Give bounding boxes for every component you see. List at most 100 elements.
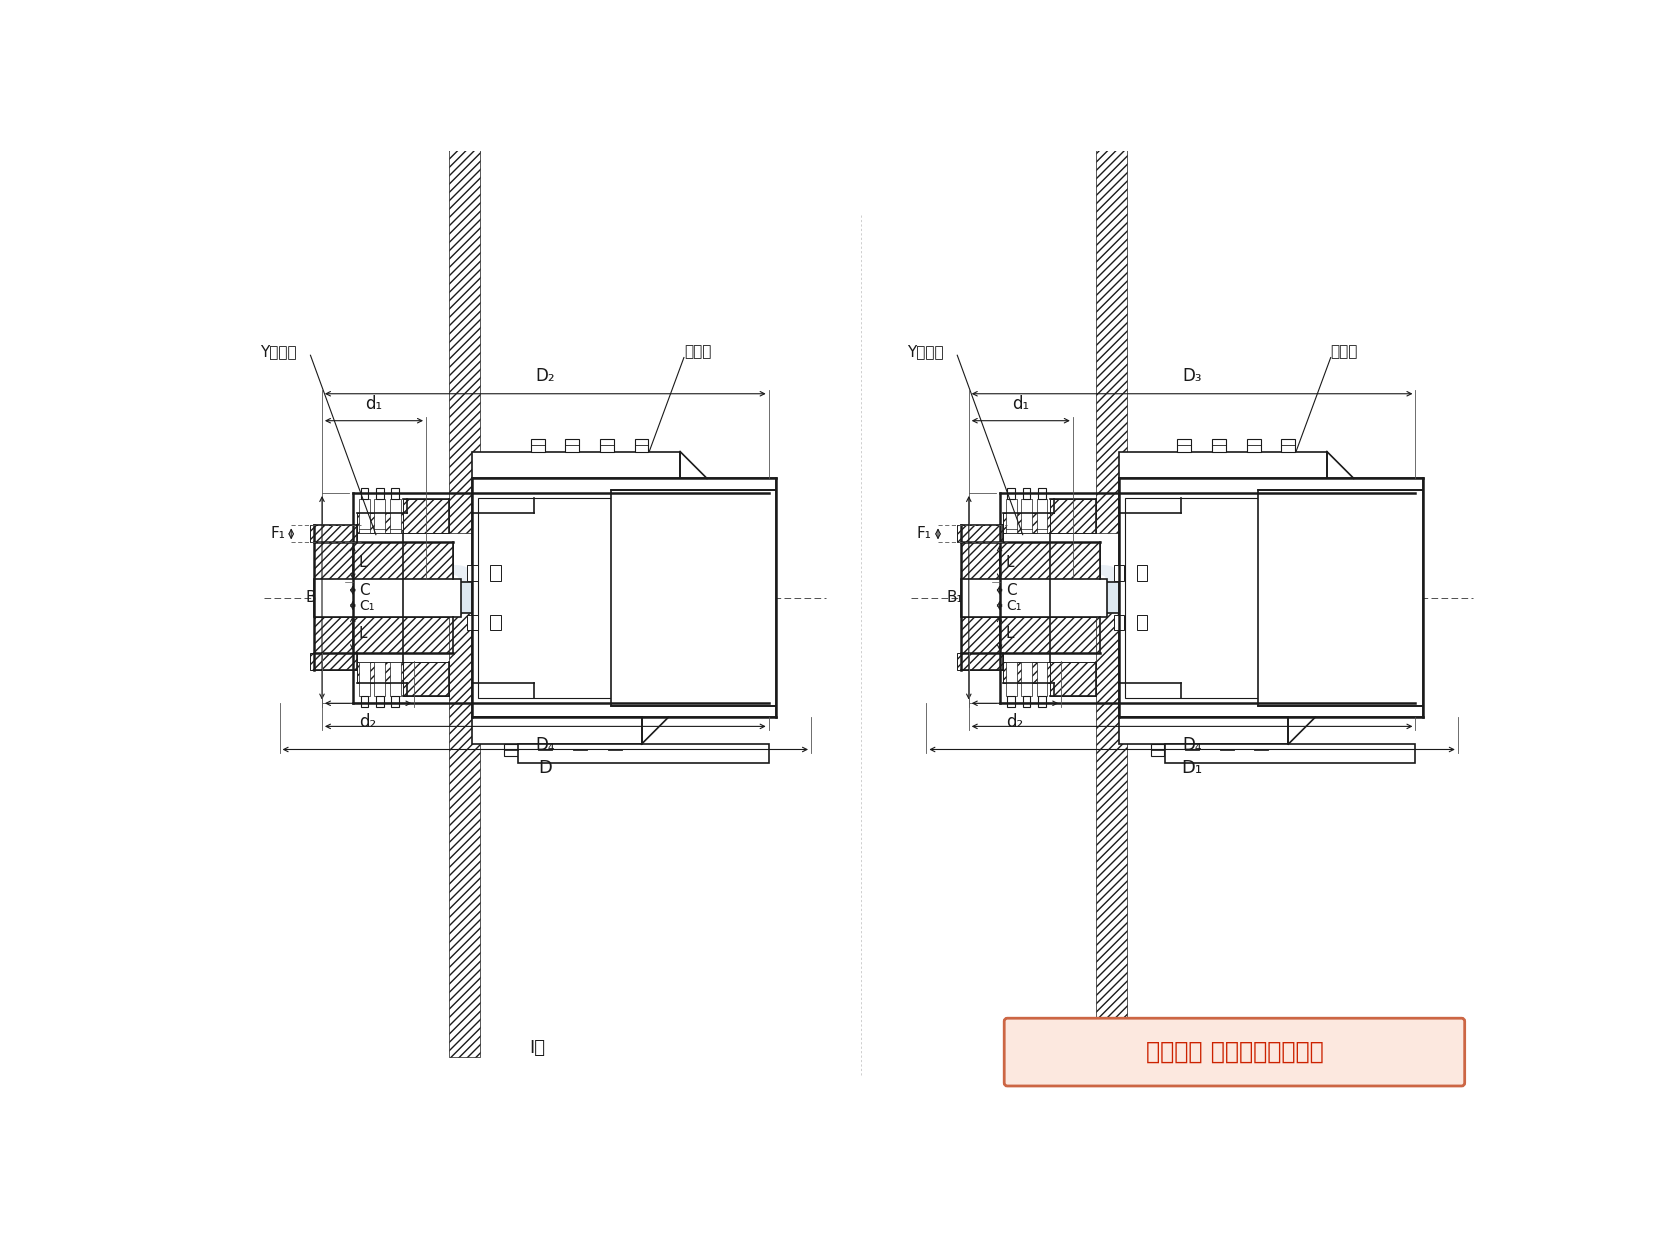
- Polygon shape: [1213, 440, 1226, 451]
- Text: D₂: D₂: [536, 367, 554, 384]
- Text: II型: II型: [1176, 1018, 1193, 1033]
- Polygon shape: [391, 489, 400, 499]
- Polygon shape: [361, 489, 368, 499]
- Polygon shape: [612, 490, 776, 706]
- Polygon shape: [538, 745, 553, 756]
- Polygon shape: [1114, 615, 1124, 630]
- Polygon shape: [356, 663, 407, 683]
- Polygon shape: [1178, 440, 1191, 451]
- Text: d₁: d₁: [366, 394, 383, 413]
- Polygon shape: [1023, 697, 1030, 707]
- Text: 注油孔: 注油孔: [684, 344, 711, 359]
- Polygon shape: [491, 566, 501, 581]
- Polygon shape: [1092, 582, 1127, 614]
- Polygon shape: [314, 542, 454, 578]
- Polygon shape: [1258, 490, 1423, 706]
- Polygon shape: [1021, 499, 1032, 533]
- Polygon shape: [635, 440, 648, 451]
- Polygon shape: [504, 745, 517, 756]
- Polygon shape: [449, 59, 480, 533]
- Polygon shape: [958, 653, 1003, 670]
- Polygon shape: [390, 499, 400, 533]
- Text: L: L: [1006, 626, 1015, 641]
- Polygon shape: [356, 513, 407, 533]
- Polygon shape: [1037, 663, 1047, 697]
- Polygon shape: [1126, 498, 1416, 698]
- Polygon shape: [1023, 489, 1030, 499]
- Polygon shape: [361, 697, 368, 707]
- Text: D₃: D₃: [1183, 367, 1201, 384]
- Polygon shape: [375, 663, 385, 697]
- Polygon shape: [1220, 745, 1233, 756]
- Polygon shape: [376, 489, 383, 499]
- Text: Rokee: Rokee: [423, 563, 669, 633]
- Text: B: B: [306, 590, 316, 605]
- Polygon shape: [1166, 745, 1416, 764]
- Polygon shape: [390, 663, 400, 697]
- Polygon shape: [961, 578, 1107, 617]
- Polygon shape: [1119, 451, 1327, 479]
- FancyBboxPatch shape: [1005, 1018, 1465, 1086]
- Text: C: C: [1006, 582, 1016, 597]
- Text: L: L: [1006, 554, 1015, 570]
- Polygon shape: [1003, 513, 1053, 533]
- Text: D₄: D₄: [536, 736, 554, 753]
- Polygon shape: [1038, 697, 1045, 707]
- Polygon shape: [1184, 745, 1200, 756]
- Text: Rokee: Rokee: [1070, 563, 1314, 633]
- Polygon shape: [1050, 499, 1095, 533]
- Polygon shape: [391, 697, 400, 707]
- Text: Y型轴孔: Y型轴孔: [260, 344, 297, 359]
- Polygon shape: [1137, 566, 1147, 581]
- Polygon shape: [1119, 479, 1423, 717]
- Text: d₂: d₂: [1006, 713, 1023, 731]
- Polygon shape: [573, 745, 586, 756]
- Polygon shape: [311, 525, 356, 542]
- Polygon shape: [608, 745, 622, 756]
- Polygon shape: [961, 542, 1100, 578]
- Polygon shape: [360, 499, 370, 533]
- Polygon shape: [1008, 489, 1015, 499]
- Polygon shape: [1282, 440, 1295, 451]
- Polygon shape: [449, 614, 480, 1057]
- Polygon shape: [479, 498, 769, 698]
- Text: 版权所有 侵权必被严厉追究: 版权所有 侵权必被严厉追究: [1146, 1040, 1324, 1065]
- Polygon shape: [472, 717, 642, 745]
- Polygon shape: [566, 440, 580, 451]
- Text: D₁: D₁: [1181, 759, 1203, 776]
- Polygon shape: [403, 499, 449, 533]
- Polygon shape: [1037, 499, 1047, 533]
- Polygon shape: [472, 451, 680, 479]
- Text: B₁: B₁: [946, 590, 963, 605]
- Polygon shape: [314, 578, 460, 617]
- Polygon shape: [376, 697, 383, 707]
- Polygon shape: [1050, 663, 1095, 697]
- Polygon shape: [403, 663, 449, 697]
- Polygon shape: [467, 615, 477, 630]
- Polygon shape: [314, 617, 454, 653]
- Text: F₁: F₁: [917, 527, 932, 542]
- Polygon shape: [1095, 59, 1127, 533]
- Text: C₁: C₁: [360, 598, 375, 612]
- Polygon shape: [1008, 697, 1015, 707]
- Polygon shape: [1151, 745, 1164, 756]
- Polygon shape: [1255, 745, 1268, 756]
- Text: L: L: [360, 554, 368, 570]
- Text: Y型轴孔: Y型轴孔: [907, 344, 944, 359]
- Polygon shape: [958, 525, 1003, 542]
- Polygon shape: [519, 745, 769, 764]
- Polygon shape: [531, 440, 544, 451]
- Text: 注油孔: 注油孔: [1331, 344, 1357, 359]
- Text: D: D: [538, 759, 553, 776]
- Polygon shape: [1119, 717, 1289, 745]
- Polygon shape: [1095, 614, 1127, 1057]
- Polygon shape: [1247, 440, 1260, 451]
- Text: D₄: D₄: [1183, 736, 1201, 753]
- Polygon shape: [311, 653, 356, 670]
- Polygon shape: [445, 582, 480, 614]
- Polygon shape: [1003, 663, 1053, 683]
- Polygon shape: [1114, 566, 1124, 581]
- Text: d₁: d₁: [1013, 394, 1030, 413]
- Text: C₁: C₁: [1006, 598, 1021, 612]
- Text: d₂: d₂: [360, 713, 376, 731]
